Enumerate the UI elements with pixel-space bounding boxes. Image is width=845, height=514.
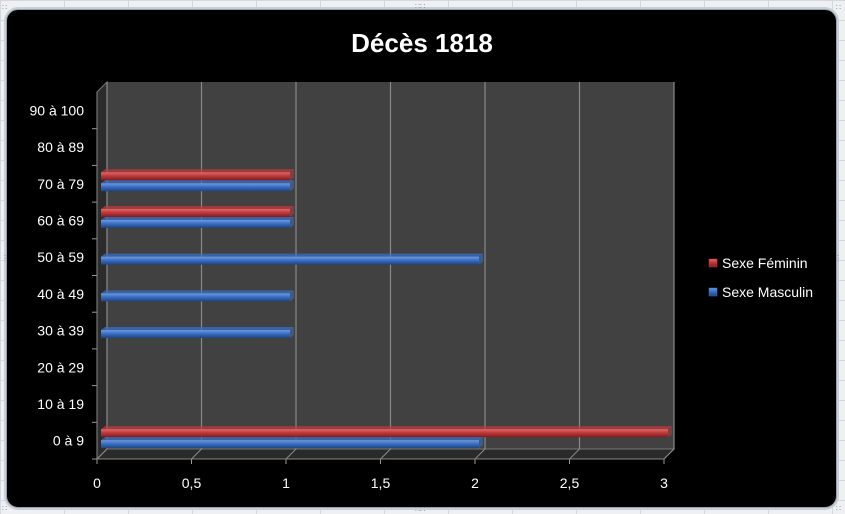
bar-side-face xyxy=(290,327,294,339)
legend-label: Sexe Féminin xyxy=(722,255,808,271)
resize-handle-top-right[interactable]: ∷ xyxy=(835,3,841,12)
bar-top-face xyxy=(101,205,294,209)
bar-feminin xyxy=(101,169,294,181)
chart-title: Décès 1818 xyxy=(351,28,493,58)
bar-masculin xyxy=(101,180,294,192)
y-tick-label: 80 à 89 xyxy=(37,139,84,155)
y-tick-label: 20 à 29 xyxy=(37,359,84,375)
plot-side-wall xyxy=(96,80,108,461)
bar-front-face xyxy=(101,208,290,217)
bar-front-face xyxy=(101,219,290,228)
gridline-floor xyxy=(569,448,580,460)
y-tick-label: 70 à 79 xyxy=(37,176,84,192)
bar-side-face xyxy=(290,290,294,302)
gridline-floor xyxy=(96,448,108,460)
resize-handle-bottom[interactable]: ∷∷ xyxy=(415,505,426,514)
x-tick-label: 3 xyxy=(660,475,668,491)
bar-front-face xyxy=(101,256,479,265)
x-tick-label: 0,5 xyxy=(182,475,202,491)
bar-side-face xyxy=(290,180,294,192)
bar-feminin xyxy=(101,426,672,438)
bar-top-face xyxy=(101,327,294,331)
bar-front-face xyxy=(101,172,290,181)
y-tick-label: 90 à 100 xyxy=(30,102,85,118)
gridline-floor xyxy=(285,448,297,460)
gridlines xyxy=(96,82,675,464)
x-axis-tick-labels: 0 0,5 1 1,5 2 2,5 3 xyxy=(93,475,668,491)
bar-top-face xyxy=(101,169,294,173)
y-tick-label: 10 à 19 xyxy=(37,396,84,412)
legend-label: Sexe Masculin xyxy=(722,284,813,300)
bar-front-face xyxy=(101,293,290,302)
bar-feminin xyxy=(101,205,294,217)
bar-top-face xyxy=(101,290,294,294)
y-tick-label: 50 à 59 xyxy=(37,249,84,265)
x-tick-label: 1,5 xyxy=(371,475,391,491)
bar-side-face xyxy=(479,437,483,449)
gridline-floor xyxy=(474,448,486,460)
resize-handle-right[interactable]: ⋮ xyxy=(834,254,842,263)
gridline-floor xyxy=(191,448,202,460)
bar-top-face xyxy=(101,426,672,430)
bar-front-face xyxy=(101,440,479,449)
legend-swatch xyxy=(708,258,718,268)
gridline-floor xyxy=(380,448,391,460)
y-tick-label: 40 à 49 xyxy=(37,286,84,302)
x-tick-label: 1 xyxy=(282,475,290,491)
bar-masculin xyxy=(101,437,483,449)
legend[interactable]: Sexe Féminin Sexe Masculin xyxy=(708,255,813,300)
resize-handle-left[interactable]: ⋮ xyxy=(1,254,9,263)
x-tick-label: 2,5 xyxy=(560,475,580,491)
y-tick-label: 30 à 39 xyxy=(37,323,84,339)
legend-swatch xyxy=(708,287,718,297)
resize-handle-bottom-right[interactable]: ∷ xyxy=(835,504,841,513)
resize-handle-top[interactable]: ∷∷ xyxy=(415,2,426,11)
x-tick-label: 2 xyxy=(471,475,479,491)
bar-front-face xyxy=(101,429,668,438)
bar-masculin xyxy=(101,216,294,228)
bar-side-face xyxy=(290,205,294,217)
bar-top-face xyxy=(101,437,483,441)
bar-masculin xyxy=(101,253,483,265)
y-tick-label: 0 à 9 xyxy=(53,433,84,449)
bar-top-face xyxy=(101,216,294,220)
bar-side-face xyxy=(668,426,672,438)
bar-masculin xyxy=(101,327,294,339)
bar-side-face xyxy=(479,253,483,265)
bar-front-face xyxy=(101,183,290,192)
bar-front-face xyxy=(101,330,290,339)
bar-side-face xyxy=(290,216,294,228)
bar-masculin xyxy=(101,290,294,302)
resize-handle-bottom-left[interactable]: ∷ xyxy=(2,504,8,513)
bar-side-face xyxy=(290,169,294,181)
resize-handle-top-left[interactable]: ∷ xyxy=(2,3,8,12)
y-axis-tick-labels: 0 à 9 10 à 19 20 à 29 30 à 39 40 à 49 50 à 59… xyxy=(30,102,97,460)
x-tick-label: 0 xyxy=(93,475,101,491)
bar-top-face xyxy=(101,180,294,184)
y-tick-label: 60 à 69 xyxy=(37,212,84,228)
gridline-floor xyxy=(663,448,675,460)
bars-group xyxy=(101,169,672,449)
bar-top-face xyxy=(101,253,483,257)
